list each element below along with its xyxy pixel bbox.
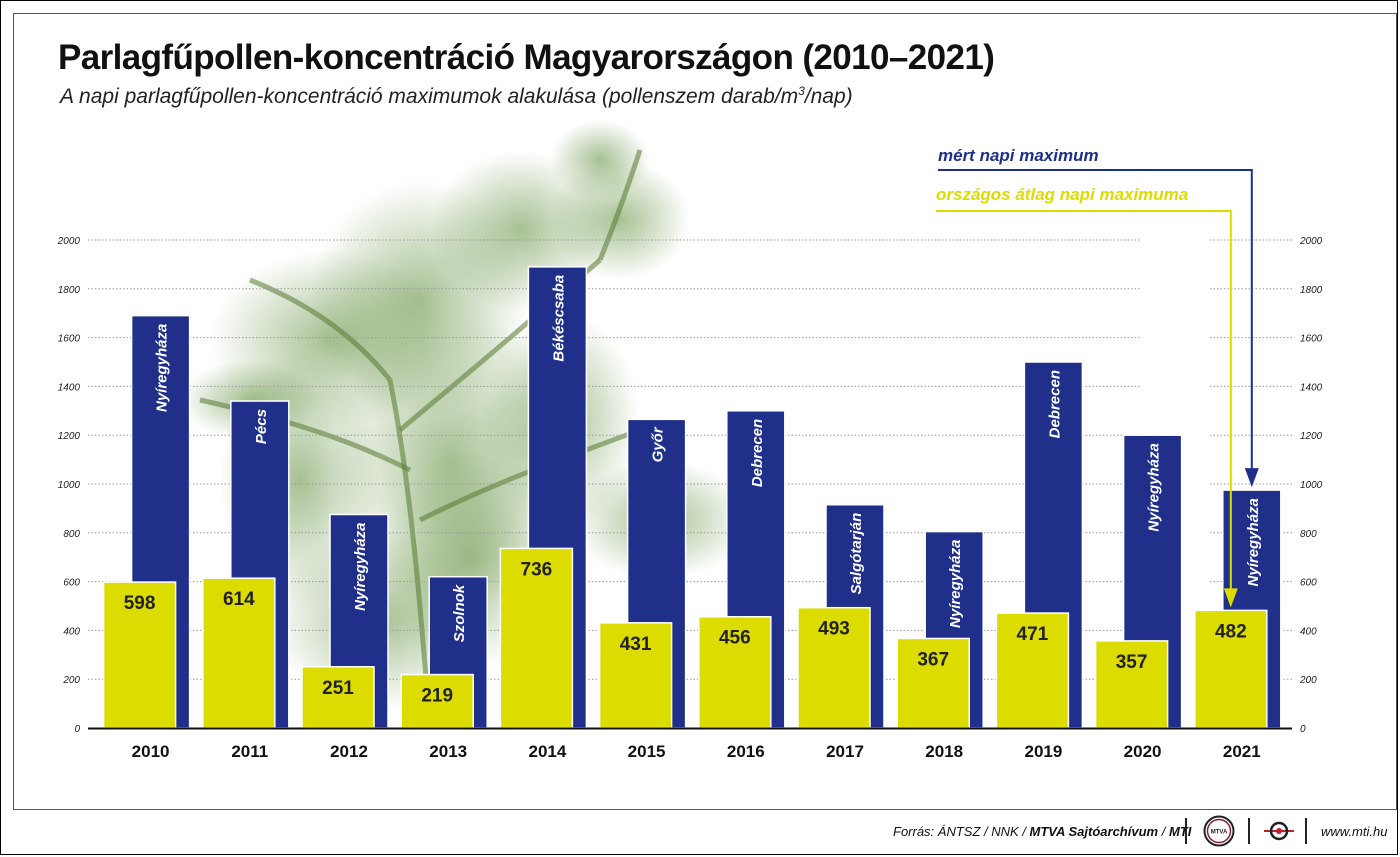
bar-average bbox=[1094, 640, 1169, 729]
source-separator: / bbox=[1158, 824, 1169, 839]
x-tick-label: 2012 bbox=[330, 742, 368, 761]
bar-average bbox=[301, 666, 375, 729]
bar-value-label: 357 bbox=[1116, 652, 1148, 673]
x-tick-label: 2018 bbox=[925, 742, 963, 761]
subtitle-end: /nap) bbox=[804, 85, 853, 108]
bar-value-label: 482 bbox=[1215, 621, 1247, 642]
y-tick-label-right: 200 bbox=[1299, 675, 1317, 686]
bar-average bbox=[400, 673, 474, 729]
y-tick-label-left: 1600 bbox=[58, 334, 81, 345]
legend-average-label: országos átlag napi maximuma bbox=[936, 185, 1188, 204]
footer-divider bbox=[1185, 818, 1187, 844]
bar-value-label: 471 bbox=[1017, 624, 1049, 645]
x-tick-label: 2013 bbox=[429, 742, 467, 761]
bar-location-label: Pécs bbox=[253, 409, 270, 444]
x-tick-label: 2011 bbox=[231, 742, 268, 761]
x-tick-label: 2014 bbox=[528, 742, 566, 761]
chart-title: Parlagfűpollen-koncentráció Magyarország… bbox=[58, 38, 995, 77]
bar-average bbox=[896, 637, 970, 729]
bar-location-label: Debrecen bbox=[749, 419, 766, 487]
y-tick-label-right: 0 bbox=[1300, 724, 1306, 735]
subtitle-main: A napi parlagfűpollen-koncentráció maxim… bbox=[60, 85, 799, 108]
y-tick-label-right: 1600 bbox=[1300, 334, 1323, 345]
y-tick-label-right: 1400 bbox=[1300, 382, 1323, 393]
subtitle-sup: 3 bbox=[798, 84, 805, 98]
website-url: www.mti.hu bbox=[1321, 824, 1388, 839]
bar-value-label: 493 bbox=[818, 619, 850, 640]
bar-location-label: Salgótarján bbox=[848, 513, 865, 595]
y-tick-label-left: 1200 bbox=[58, 431, 81, 442]
y-tick-label-left: 1400 bbox=[58, 382, 81, 393]
source-prefix: Forrás: ÁNTSZ / NNK / bbox=[893, 824, 1030, 839]
legend-average-arrow bbox=[936, 210, 1232, 591]
x-tick-label: 2015 bbox=[628, 742, 666, 761]
bar-average bbox=[598, 622, 673, 729]
y-tick-label-right: 1200 bbox=[1300, 431, 1323, 442]
y-tick-label-right: 1000 bbox=[1300, 480, 1323, 491]
bar-average bbox=[202, 577, 276, 729]
source-credit: Forrás: ÁNTSZ / NNK / MTVA Sajtóarchívum… bbox=[893, 824, 1191, 839]
bar-average bbox=[995, 612, 1070, 729]
x-tick-label: 2016 bbox=[727, 742, 765, 761]
bar-location-label: Békéscsaba bbox=[550, 275, 567, 362]
plant-stem bbox=[597, 149, 643, 261]
bar-location-label: Nyíregyháza bbox=[1245, 498, 1262, 586]
y-tick-label-right: 800 bbox=[1300, 529, 1317, 540]
chart-subtitle: A napi parlagfűpollen-koncentráció maxim… bbox=[60, 84, 853, 109]
x-tick-label: 2019 bbox=[1024, 742, 1062, 761]
y-tick-label-left: 0 bbox=[74, 724, 80, 735]
bar-value-label: 367 bbox=[917, 649, 949, 670]
plant-foliage bbox=[550, 120, 650, 200]
footer-divider bbox=[1305, 818, 1307, 844]
bar-value-label: 598 bbox=[124, 593, 156, 614]
legend-max-arrowhead bbox=[1244, 468, 1259, 488]
source-archive: MTVA Sajtóarchívum bbox=[1029, 824, 1159, 839]
bar-location-label: Nyíregyháza bbox=[154, 324, 171, 412]
y-tick-label-left: 200 bbox=[62, 675, 80, 686]
bar-value-label: 251 bbox=[322, 678, 354, 699]
x-tick-label: 2021 bbox=[1223, 742, 1261, 761]
bar-location-label: Nyíregyháza bbox=[1146, 443, 1163, 531]
x-tick-label: 2020 bbox=[1124, 742, 1162, 761]
y-tick-label-left: 1000 bbox=[58, 480, 81, 491]
x-tick-label: 2017 bbox=[826, 742, 864, 761]
x-tick-label: 2010 bbox=[132, 742, 170, 761]
y-tick-label-right: 400 bbox=[1300, 626, 1317, 637]
bar-location-label: Nyíregyháza bbox=[352, 523, 369, 611]
mti-logo bbox=[1264, 821, 1294, 841]
bar-average bbox=[499, 547, 574, 729]
y-tick-label-left: 2000 bbox=[57, 236, 81, 247]
legend-max-label: mért napi maximum bbox=[938, 146, 1099, 165]
y-tick-label-right: 600 bbox=[1300, 578, 1317, 589]
bar-value-label: 736 bbox=[521, 559, 553, 580]
y-tick-label-right: 2000 bbox=[1299, 236, 1323, 247]
source-agency: MTI bbox=[1168, 824, 1192, 839]
legend-max-arrow bbox=[938, 169, 1253, 471]
footer-divider bbox=[1248, 818, 1250, 844]
bar-location-label: Nyíregyháza bbox=[947, 540, 964, 628]
y-tick-label-left: 400 bbox=[63, 626, 80, 637]
y-tick-label-left: 1800 bbox=[58, 285, 81, 296]
y-tick-label-left: 600 bbox=[63, 578, 80, 589]
bar-value-label: 614 bbox=[223, 589, 255, 610]
bar-location-label: Szolnok bbox=[451, 584, 468, 642]
mtva-logo-text: MTVA bbox=[1211, 830, 1228, 836]
plant-stem bbox=[249, 277, 392, 382]
bar-value-label: 219 bbox=[421, 686, 453, 707]
bar-location-label: Debrecen bbox=[1046, 370, 1063, 438]
inner-frame bbox=[13, 13, 1397, 810]
bar-value-label: 431 bbox=[620, 634, 652, 655]
bar-value-label: 456 bbox=[719, 628, 751, 649]
bar-average bbox=[797, 606, 871, 729]
bar-average bbox=[698, 615, 772, 729]
legend-average-arrowhead bbox=[1223, 588, 1238, 608]
y-tick-label-right: 1800 bbox=[1300, 285, 1323, 296]
bar-location-label: Győr bbox=[650, 426, 667, 462]
mtva-logo: MTVA bbox=[1203, 815, 1235, 847]
y-tick-label-left: 800 bbox=[63, 529, 80, 540]
